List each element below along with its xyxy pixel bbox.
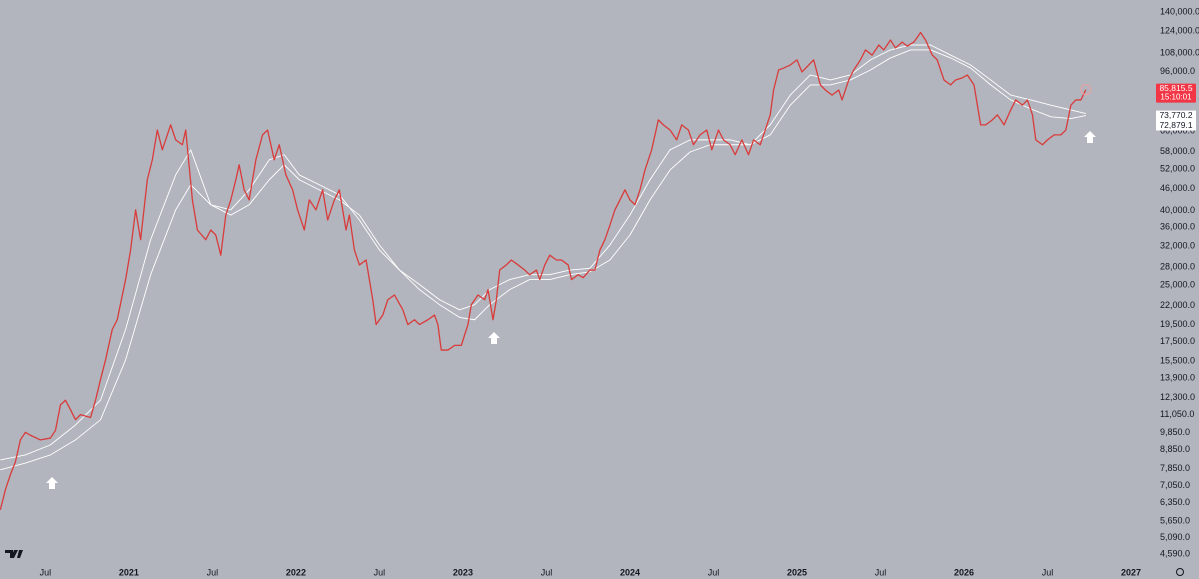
y-tick-label: 9,850.0 [1160,427,1190,437]
arrow-up [1084,131,1096,143]
tradingview-logo [5,550,23,558]
plot-area [0,31,1087,511]
x-tick-label: 2027 [1121,567,1141,577]
y-tick-label: 8,850.0 [1160,444,1190,454]
ma-label-box [1156,120,1196,131]
logo [5,550,23,558]
x-tick-label: Jul [541,567,553,577]
y-tick-label: 6,350.0 [1160,497,1190,507]
y-tick-label: 58,000.0 [1160,146,1195,156]
y-tick-label: 15,500.0 [1160,355,1195,365]
x-tick-label: Jul [40,567,52,577]
x-tick-label: Jul [1042,567,1054,577]
y-tick-label: 52,000.0 [1160,163,1195,173]
y-tick-label: 28,000.0 [1160,262,1195,272]
x-tick-label: 2023 [453,567,473,577]
price-line [0,31,1087,511]
y-tick-label: 46,000.0 [1160,183,1195,193]
ma-label: 73,770.2 [1159,110,1192,120]
y-tick-label: 11,050.0 [1160,409,1194,419]
y-tick-label: 5,650.0 [1160,515,1190,525]
price-label: 85,815.5 [1159,83,1192,93]
y-tick-label: 40,000.0 [1160,205,1195,215]
x-tick-label: Jul [875,567,887,577]
y-tick-label: 108,000.0 [1160,48,1199,58]
x-tick-label: Jul [207,567,219,577]
y-tick-label: 36,000.0 [1160,222,1195,232]
y-tick-label: 17,500.0 [1160,336,1195,346]
y-tick-label: 13,900.0 [1160,373,1195,383]
price-label-box [1156,83,1196,103]
y-tick-label: 124,000.0 [1160,26,1199,36]
x-tick-label: Jul [708,567,720,577]
ma-label-box [1156,110,1196,121]
arrow-up [46,477,58,489]
x-tick-label: 2024 [620,567,640,577]
settings-icon[interactable] [1176,568,1184,576]
ma-label: 72,879.1 [1159,120,1192,130]
y-tick-label: 5,090.0 [1160,532,1190,542]
y-tick-label: 66,000.0 [1160,126,1195,136]
y-tick-label: 7,850.0 [1160,463,1190,473]
countdown-label: 15:10:01 [1160,93,1192,102]
x-tick-label: 2022 [286,567,306,577]
settings-gear[interactable] [1176,568,1184,576]
y-tick-label: 25,000.0 [1160,280,1195,290]
x-tick-label: 2025 [787,567,807,577]
arrow-up [488,332,500,344]
moving-average-line [0,44,1086,461]
x-tick-label: 2026 [954,567,974,577]
y-tick-label: 96,000.0 [1160,66,1195,76]
y-tick-label: 22,000.0 [1160,300,1195,310]
x-tick-label: 2021 [119,567,139,577]
y-tick-label: 19,500.0 [1160,319,1195,329]
arrows [46,131,1096,489]
y-tick-label: 4,590.0 [1160,548,1190,558]
y-tick-label: 7,050.0 [1160,480,1190,490]
last-point-marker [1080,84,1092,96]
y-tick-label: 32,000.0 [1160,240,1195,250]
x-tick-label: Jul [374,567,386,577]
y-tick-label: 12,300.0 [1160,392,1195,402]
y-tick-label: 140,000.0 [1160,6,1199,16]
